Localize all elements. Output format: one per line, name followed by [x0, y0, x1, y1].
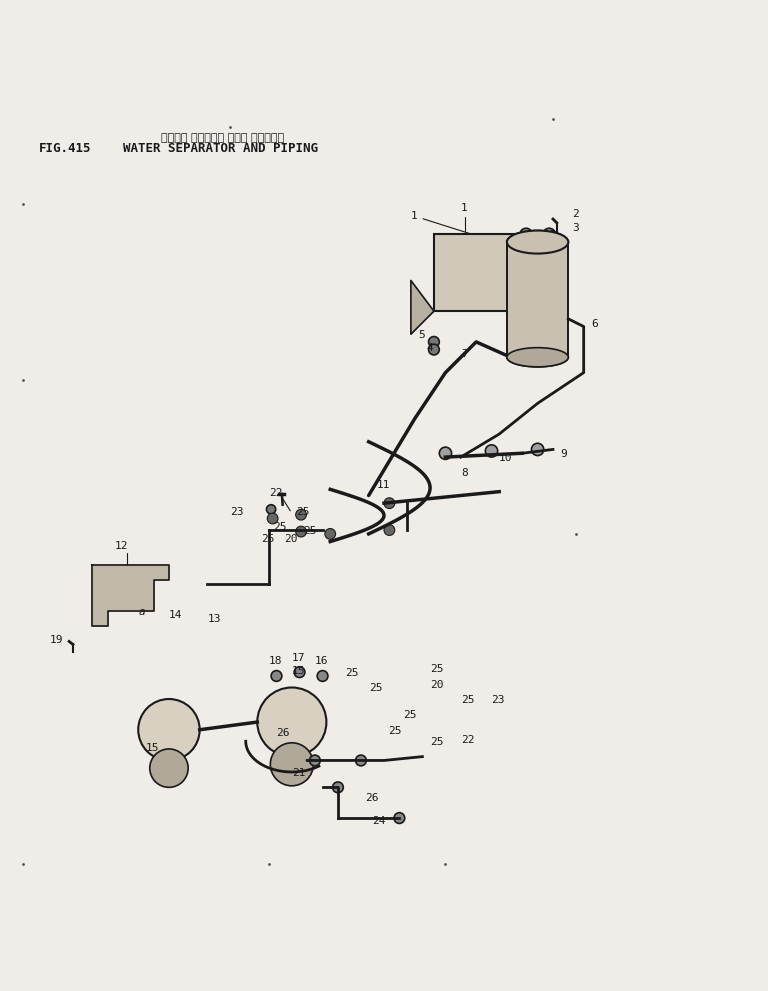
Circle shape	[317, 671, 328, 682]
Text: 19: 19	[50, 635, 64, 645]
Text: 6: 6	[591, 318, 598, 329]
Text: 24: 24	[372, 817, 386, 826]
Text: 23: 23	[230, 506, 244, 516]
Text: 25: 25	[369, 684, 382, 694]
Text: 15: 15	[292, 666, 306, 677]
Text: 26: 26	[365, 793, 379, 803]
Text: 5: 5	[419, 330, 425, 340]
Text: 25: 25	[261, 533, 275, 544]
Text: 14: 14	[169, 610, 183, 620]
Circle shape	[270, 743, 313, 786]
Circle shape	[310, 755, 320, 766]
Text: 9: 9	[561, 449, 568, 459]
Circle shape	[296, 526, 306, 537]
Text: 20: 20	[430, 680, 444, 690]
Circle shape	[266, 504, 276, 514]
Ellipse shape	[507, 231, 568, 254]
Circle shape	[429, 337, 439, 347]
Text: FIG.415: FIG.415	[38, 142, 91, 155]
Bar	[434, 235, 541, 311]
Ellipse shape	[507, 348, 568, 367]
Circle shape	[356, 755, 366, 766]
Circle shape	[429, 344, 439, 355]
Circle shape	[325, 528, 336, 539]
Ellipse shape	[507, 231, 568, 254]
Text: 8: 8	[461, 469, 468, 479]
Ellipse shape	[507, 348, 568, 367]
Text: 12: 12	[115, 541, 129, 551]
Bar	[507, 242, 568, 358]
Text: 10: 10	[499, 453, 513, 463]
Text: 25: 25	[430, 664, 444, 674]
Text: 25: 25	[273, 522, 286, 532]
Circle shape	[150, 749, 188, 787]
Text: 21: 21	[292, 768, 306, 778]
Text: 25: 25	[346, 668, 359, 678]
Text: 2: 2	[572, 209, 579, 219]
Polygon shape	[411, 280, 434, 334]
Text: 11: 11	[376, 480, 390, 490]
Circle shape	[394, 813, 405, 824]
Text: 4: 4	[426, 343, 433, 353]
Text: 25: 25	[403, 711, 417, 720]
Text: 3: 3	[572, 223, 579, 233]
Circle shape	[485, 445, 498, 457]
Text: 13: 13	[207, 614, 221, 624]
Circle shape	[543, 228, 555, 241]
Text: 25: 25	[430, 737, 444, 747]
Text: 26: 26	[276, 727, 290, 738]
Polygon shape	[92, 565, 169, 626]
Circle shape	[333, 782, 343, 793]
Text: ウォータ セパレータ および パイピング: ウォータ セパレータ および パイピング	[161, 133, 284, 143]
Circle shape	[267, 513, 278, 524]
Circle shape	[271, 671, 282, 682]
Text: 16: 16	[315, 656, 329, 667]
Text: 1: 1	[461, 203, 468, 213]
Text: 25: 25	[388, 725, 402, 735]
Circle shape	[138, 699, 200, 760]
Text: 7: 7	[461, 349, 468, 360]
Text: 20: 20	[284, 533, 298, 544]
Text: a: a	[138, 606, 145, 616]
Text: 15: 15	[146, 743, 160, 753]
Text: 17: 17	[292, 653, 306, 663]
Circle shape	[384, 497, 395, 508]
Text: 25: 25	[296, 506, 310, 516]
Text: 22: 22	[461, 734, 475, 745]
Circle shape	[439, 447, 452, 460]
Circle shape	[257, 688, 326, 756]
Text: 22: 22	[269, 488, 283, 497]
Text: WATER SEPARATOR AND PIPING: WATER SEPARATOR AND PIPING	[123, 142, 318, 155]
Circle shape	[294, 667, 305, 678]
Circle shape	[384, 524, 395, 535]
Circle shape	[520, 228, 532, 241]
Circle shape	[296, 509, 306, 520]
Circle shape	[531, 443, 544, 456]
Text: 1: 1	[411, 211, 470, 234]
Text: 23: 23	[492, 695, 505, 705]
Text: 18: 18	[269, 656, 283, 667]
Text: 25: 25	[461, 695, 475, 705]
Text: 25: 25	[303, 526, 317, 536]
